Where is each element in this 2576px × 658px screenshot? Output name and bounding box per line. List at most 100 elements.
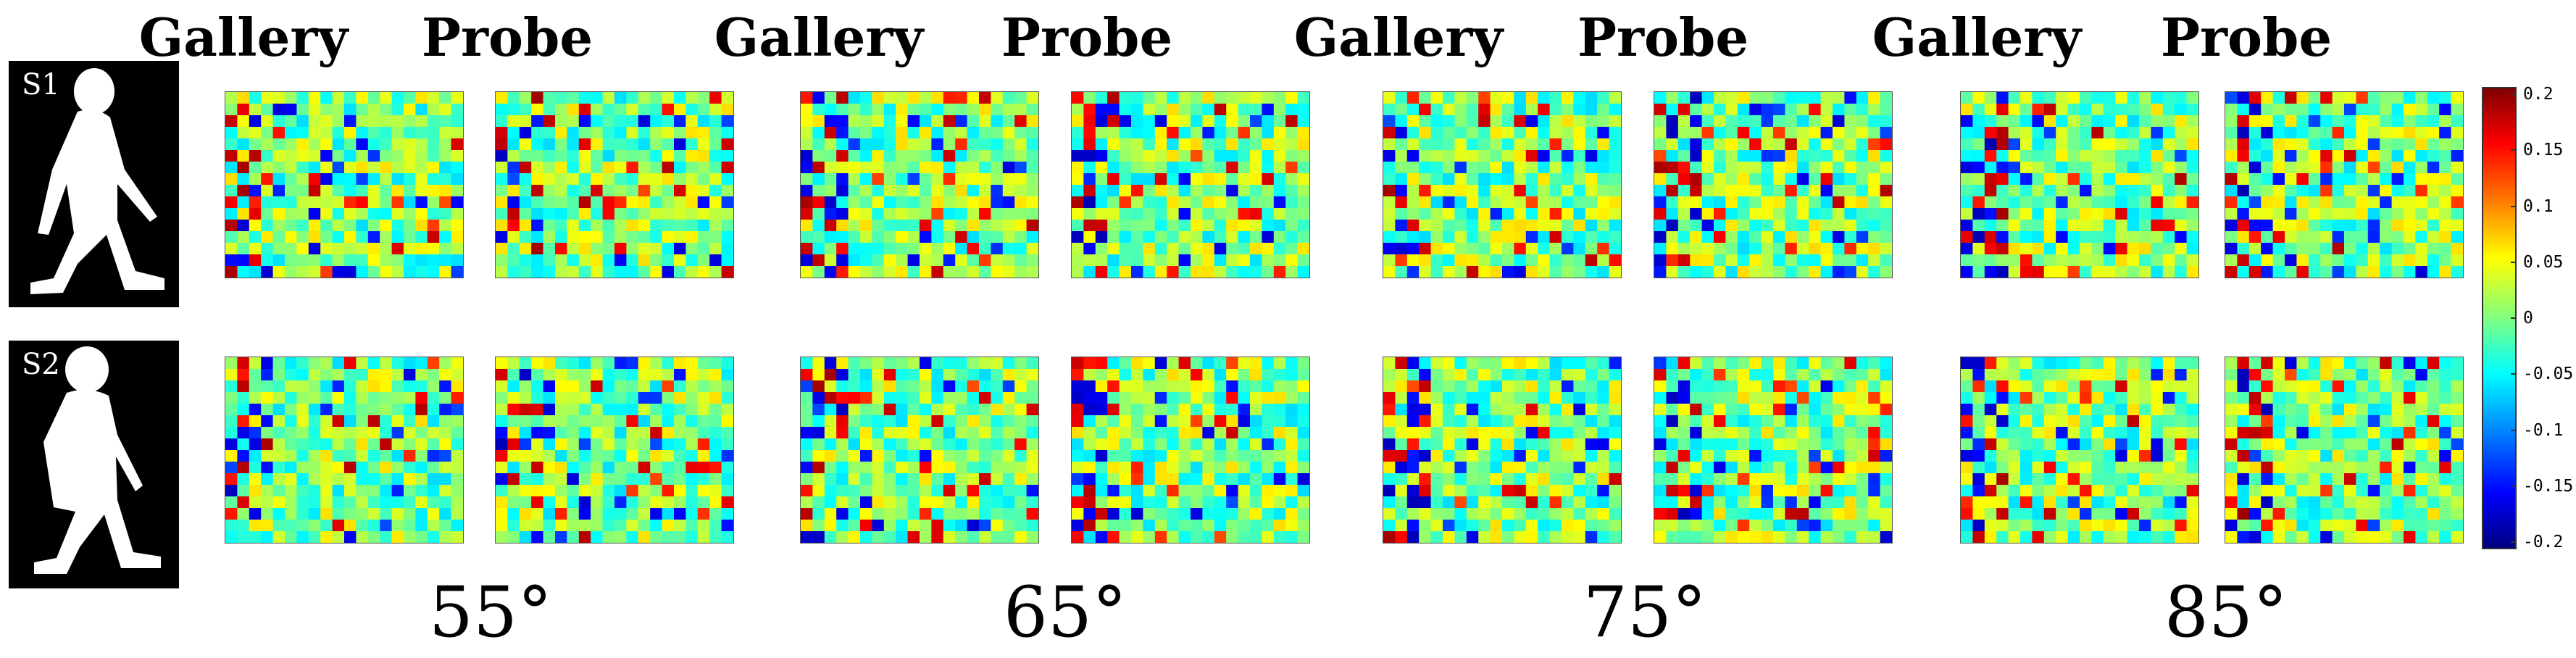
heatmap-cell	[1538, 254, 1550, 267]
heatmap-cell	[2091, 485, 2104, 497]
heatmap-cell	[272, 485, 285, 497]
heatmap-cell	[836, 369, 849, 381]
heatmap-cell	[1026, 127, 1038, 139]
heatmap-cell	[1095, 380, 1108, 393]
heatmap-cell	[2380, 415, 2392, 428]
heatmap-cell	[427, 357, 440, 370]
heatmap-cell	[1191, 427, 1203, 439]
heatmap-cell	[650, 380, 662, 393]
heatmap-cell	[991, 404, 1004, 416]
heatmap-cell	[344, 150, 357, 162]
heatmap-cell	[1562, 266, 1574, 278]
heatmap-cell	[578, 369, 591, 381]
heatmap-cell	[2248, 427, 2262, 439]
heatmap-cell	[836, 208, 849, 220]
heatmap-cell	[320, 485, 333, 497]
heatmap-cell	[555, 485, 567, 497]
heatmap-cell	[907, 92, 920, 104]
heatmap-cell	[356, 380, 369, 393]
heatmap-cell	[1609, 173, 1621, 186]
heatmap-cell	[1430, 531, 1443, 543]
heatmap-cell	[1796, 531, 1809, 543]
heatmap-cell	[674, 496, 686, 509]
heatmap-cell	[896, 462, 908, 474]
heatmap-cell	[2261, 115, 2273, 128]
heatmap-cell	[2103, 92, 2116, 104]
heatmap-cell	[1466, 508, 1479, 520]
heatmap-cell	[591, 115, 603, 128]
heatmap-cell	[2296, 243, 2309, 255]
heatmap-cell	[237, 231, 250, 243]
heatmap-cell	[650, 473, 662, 486]
heatmap-cell	[2296, 438, 2309, 451]
heatmap-cell	[991, 92, 1004, 104]
heatmap-cell	[1191, 404, 1203, 416]
heatmap-cell	[920, 127, 932, 139]
heatmap-cell	[709, 380, 722, 393]
heatmap-cell	[1119, 450, 1132, 462]
heatmap-cell	[320, 104, 333, 116]
heatmap-cell	[907, 404, 920, 416]
heatmap-cell	[1737, 243, 1750, 255]
heatmap-cell	[285, 208, 297, 220]
heatmap-cell	[872, 485, 885, 497]
heatmap-cell	[721, 127, 733, 139]
heatmap-cell	[848, 127, 861, 139]
heatmap-cell	[896, 254, 908, 267]
heatmap-cell	[1178, 243, 1191, 255]
heatmap-cell	[614, 208, 627, 220]
heatmap-cell	[991, 208, 1004, 220]
heatmap-cell	[931, 231, 944, 243]
heatmap-cell	[638, 496, 651, 509]
heatmap-cell	[1773, 438, 1785, 451]
heatmap-cell	[1573, 185, 1586, 197]
heatmap-cell	[2332, 404, 2345, 416]
heatmap-cell	[1297, 104, 1309, 116]
heatmap-cell	[439, 173, 451, 186]
heatmap-cell	[2237, 173, 2250, 186]
heatmap-cell	[1690, 150, 1702, 162]
heatmap-cell	[872, 173, 885, 186]
heatmap-cell	[1285, 496, 1298, 509]
heatmap-cell	[261, 369, 273, 381]
heatmap-cell	[225, 150, 238, 162]
heatmap-cell	[1785, 427, 1798, 439]
heatmap-cell	[2056, 208, 2068, 220]
heatmap-cell	[872, 415, 885, 428]
heatmap-cell	[1984, 450, 1997, 462]
heatmap-cell	[555, 369, 567, 381]
heatmap-cell	[404, 231, 416, 243]
heatmap-cell	[1654, 438, 1667, 451]
heatmap-cell	[1419, 462, 1431, 474]
heatmap-cell	[2391, 369, 2404, 381]
heatmap-cell	[1191, 357, 1203, 370]
heatmap-cell	[1573, 266, 1586, 278]
heatmap-cell	[1430, 369, 1443, 381]
heatmap-cell	[1107, 473, 1120, 486]
heatmap-cell	[2008, 450, 2021, 462]
heatmap-cell	[1107, 254, 1120, 267]
heatmap-cell	[1677, 369, 1691, 381]
heatmap-cell	[2067, 415, 2080, 428]
heatmap-cell	[249, 115, 262, 128]
heatmap-cell	[650, 115, 662, 128]
heatmap-cell	[1585, 520, 1598, 532]
heatmap-cell	[1773, 508, 1785, 520]
heatmap-cell	[2115, 185, 2127, 197]
heatmap-cell	[439, 508, 451, 520]
heatmap-cell	[709, 438, 722, 451]
heatmap-cell	[1609, 266, 1621, 278]
heatmap-cell	[1395, 357, 1408, 370]
heatmap-cell	[237, 162, 250, 174]
heatmap-cell	[2261, 173, 2273, 186]
heatmap-cell	[356, 115, 369, 128]
heatmap-cell	[943, 462, 956, 474]
heatmap-s1-gallery-55	[225, 91, 464, 278]
heatmap-cell	[439, 150, 451, 162]
heatmap-cell	[2320, 243, 2333, 255]
heatmap-cell	[1478, 196, 1491, 209]
heatmap-cell	[1701, 231, 1714, 243]
heatmap-cell	[2415, 196, 2428, 209]
heatmap-cell	[602, 462, 615, 474]
heatmap-cell	[626, 162, 639, 174]
